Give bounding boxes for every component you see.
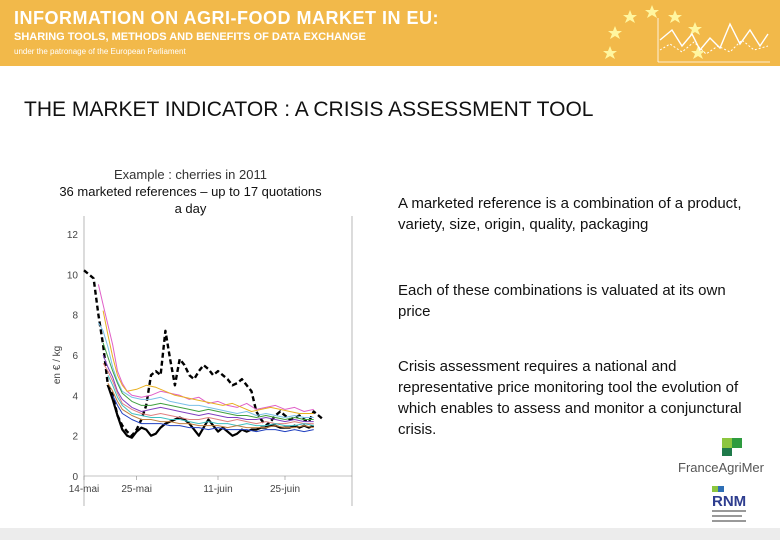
x-tick-label: 25-juin [270,484,300,495]
chart-caption-line1: Example : cherries in 2011 [114,167,267,182]
paragraph-crisis-assessment: Crisis assessment requires a national an… [398,358,742,438]
y-tick-label: 0 [72,472,78,483]
series-line-5 [102,342,314,420]
series-line-8 [107,374,314,427]
series-line-9 [107,382,314,429]
rnm-logo: RNM [712,486,746,522]
y-tick-label: 2 [72,432,78,443]
franceagrimer-text: FranceAgriMer [678,460,765,475]
star-icon [688,22,702,35]
y-tick-label: 12 [67,230,79,241]
star-icon [645,5,659,18]
series-line-2 [97,284,314,412]
price-line-chart: 0 2 4 6 8 10 12 14-mai 25-mai 11-juin 25-juin en € … [52,216,353,506]
mini-chart-icon [657,18,770,63]
paragraph-marketed-reference: A marketed reference is a combination of… [398,195,742,233]
star-icon [608,26,622,39]
y-tick-label: 10 [67,270,79,281]
chart-caption: Example : cherries in 2011 36 marketed r… [18,166,363,217]
partner-logos: FranceAgriMer RNM [678,438,765,522]
x-tick-label: 14-mai [69,484,100,495]
series-line-0 [83,269,325,437]
y-axis-label: en € / kg [52,346,63,384]
y-tick-label: 8 [72,311,78,322]
series-line-3 [102,310,314,414]
footer-strip [0,528,780,540]
star-icon [603,46,617,59]
star-icon [668,10,682,23]
series-line-6 [102,354,314,423]
chart-caption-line3: a day [174,201,207,216]
star-icon [623,10,637,23]
franceagrimer-logo: FranceAgriMer [678,438,765,475]
y-tick-label: 6 [72,351,78,362]
header-banner: INFORMATION ON AGRI-FOOD MARKET IN EU: S… [0,0,780,66]
x-tick-label: 25-mai [121,484,152,495]
series-line-4 [97,322,314,418]
y-tick-label: 4 [72,391,78,402]
stars-chart-logo [603,5,770,63]
paragraph-combinations: Each of these combinations is valuated a… [398,282,726,320]
series-line-10 [112,395,314,433]
chart-caption-line2: 36 marketed references – up to 17 quotat… [59,184,322,199]
series-line-1 [106,384,315,439]
banner-subtitle: SHARING TOOLS, METHODS AND BENEFITS OF D… [14,31,366,43]
rnm-text: RNM [712,493,746,510]
x-tick-label: 11-juin [203,484,232,495]
slide-title: THE MARKET INDICATOR : A CRISIS ASSESSME… [24,98,594,121]
star-icon [691,46,705,59]
banner-title: INFORMATION ON AGRI-FOOD MARKET IN EU: [14,8,439,28]
banner-patronage: under the patronage of the European Parl… [14,47,186,56]
